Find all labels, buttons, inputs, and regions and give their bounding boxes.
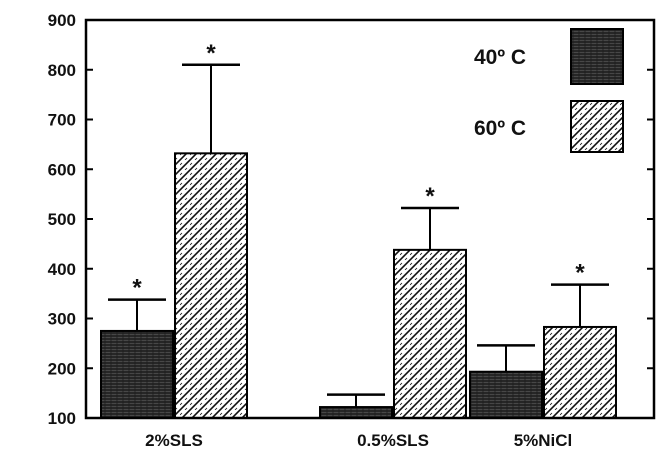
bar-40c bbox=[319, 406, 393, 419]
y-tick-label: 800 bbox=[48, 61, 76, 80]
y-tick-label: 700 bbox=[48, 111, 76, 130]
legend-swatch-40 bbox=[570, 28, 624, 85]
legend-label-40: 40º C bbox=[474, 46, 526, 69]
y-tick-label: 300 bbox=[48, 310, 76, 329]
bars bbox=[100, 152, 617, 420]
legend-swatch-60 bbox=[570, 100, 624, 153]
plot-frame bbox=[84, 18, 656, 420]
y-tick-label: 600 bbox=[48, 160, 76, 179]
bar-60c bbox=[174, 152, 248, 420]
x-category-label: 5%NiCl bbox=[514, 431, 573, 450]
significance-star: * bbox=[132, 275, 142, 302]
y-tick-label: 900 bbox=[48, 11, 76, 30]
error-bars bbox=[108, 63, 609, 408]
bar-60c bbox=[393, 248, 467, 419]
x-category-label: 2%SLS bbox=[145, 431, 203, 450]
x-category-label: 0.5%SLS bbox=[357, 431, 429, 450]
y-axis-ticks: 100 200 300 400 500 600 700 800 900 bbox=[48, 11, 654, 428]
significance-star: * bbox=[575, 260, 585, 287]
y-tick-label: 500 bbox=[48, 210, 76, 229]
x-axis-labels: 2%SLS 0.5%SLS 5%NiCl bbox=[145, 431, 572, 450]
bar-60c bbox=[543, 325, 617, 419]
y-tick-label: 100 bbox=[48, 409, 76, 428]
bar-40c bbox=[100, 329, 174, 419]
y-tick-label: 200 bbox=[48, 359, 76, 378]
significance-markers: * * * * bbox=[132, 40, 585, 302]
y-tick-label: 400 bbox=[48, 260, 76, 279]
significance-star: * bbox=[425, 183, 435, 210]
legend-label-60: 60º C bbox=[474, 117, 526, 140]
legend: 40º C 60º C bbox=[474, 28, 624, 153]
significance-star: * bbox=[206, 40, 216, 67]
bar-40c bbox=[469, 370, 543, 420]
